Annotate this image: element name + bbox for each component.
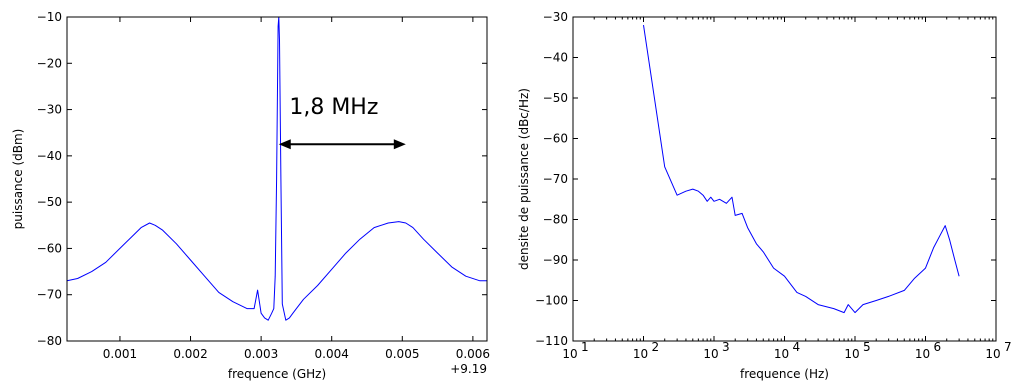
y-tick-label: −60: [543, 132, 568, 146]
x-tick-exponent: 4: [793, 340, 801, 354]
x-tick-label: 10: [703, 347, 718, 361]
y-axis-label: densite de puissance (dBc/Hz): [517, 88, 531, 270]
plot-frame: [572, 16, 997, 342]
y-tick-label: −80: [37, 334, 62, 348]
x-tick-label: 0.001: [103, 347, 137, 361]
y-tick-label: −20: [37, 56, 62, 70]
x-tick-exponent: 7: [1004, 340, 1011, 354]
y-tick-label: −110: [535, 334, 568, 348]
series-line: [66, 16, 487, 321]
x-tick-label: 0.005: [385, 347, 419, 361]
y-tick-label: −30: [543, 10, 568, 24]
y-axis-label: puissance (dBm): [11, 129, 25, 230]
y-tick-label: −40: [543, 51, 568, 65]
y-tick-label: −90: [543, 253, 568, 267]
y-tick-label: −10: [37, 10, 62, 24]
y-tick-label: −60: [37, 241, 62, 255]
x-axis-label: frequence (GHz): [228, 367, 326, 381]
x-tick-exponent: 2: [652, 340, 660, 354]
y-tick-label: −100: [535, 294, 568, 308]
x-tick-label: 10: [774, 347, 789, 361]
annotation-label: 1,8 MHz: [289, 95, 378, 120]
series-line: [643, 25, 960, 314]
x-offset-label: +9.19: [450, 362, 487, 376]
x-tick-exponent: 3: [722, 340, 730, 354]
x-tick-label: 0.004: [315, 347, 349, 361]
y-tick-label: −50: [37, 195, 62, 209]
spectrum-chart: 0.001 0.002 0.003 0.004 0.005 0.006 −80 −70 −60 −…: [11, 10, 490, 381]
x-tick-label: 10: [985, 347, 1000, 361]
phase-noise-chart: 10 1 10 2 10 3 10 4 10 5 10 6 10 7 −110 −100 −90 −80 −70 −6…: [517, 10, 1011, 381]
y-tick-label: −80: [543, 213, 568, 227]
y-tick-label: −70: [37, 288, 62, 302]
x-tick-exponent: 5: [863, 340, 871, 354]
y-tick-label: −70: [543, 172, 568, 186]
annotation-arrow-head-right: [393, 139, 406, 150]
y-tick-label: −40: [37, 149, 62, 163]
x-tick-label: 0.003: [244, 347, 278, 361]
annotation-arrow-head-left: [278, 139, 291, 150]
x-tick-exponent: 1: [581, 340, 589, 354]
x-tick-label: 0.002: [173, 347, 207, 361]
y-tick-label: −50: [543, 91, 568, 105]
x-tick-label: 10: [915, 347, 930, 361]
y-tick-label: −30: [37, 103, 62, 117]
plot-frame: [66, 16, 488, 342]
x-tick-exponent: 6: [934, 340, 942, 354]
x-tick-label: 0.006: [456, 347, 490, 361]
x-tick-label: 10: [633, 347, 648, 361]
x-axis-label: frequence (Hz): [740, 367, 829, 381]
x-tick-label: 10: [562, 347, 577, 361]
x-tick-label: 10: [844, 347, 859, 361]
